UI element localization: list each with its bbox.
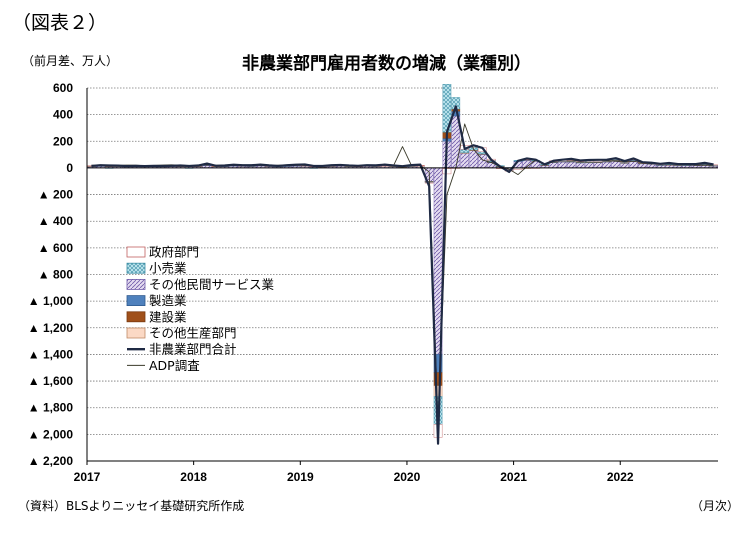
bar-other_services bbox=[602, 161, 612, 169]
bar-other_services bbox=[584, 162, 594, 169]
bar-other_services bbox=[593, 162, 603, 169]
y-tick-label: 400 bbox=[53, 108, 73, 122]
legend-swatch-other_production bbox=[126, 327, 146, 339]
bar-other_services bbox=[638, 163, 647, 169]
bar-other_services bbox=[549, 162, 558, 169]
legend-swatch-other_services bbox=[126, 278, 146, 290]
legend-swatch-manufacturing bbox=[126, 295, 146, 307]
x-tick-label: 2021 bbox=[500, 470, 527, 484]
bar-other_services bbox=[620, 162, 629, 169]
y-tick-label: ▲ 400 bbox=[38, 214, 74, 228]
legend-label-other_production: その他生産部門 bbox=[149, 326, 237, 341]
x-tick-label: 2017 bbox=[74, 470, 101, 484]
axes-layer: 600 400 200 0 ▲ 200 ▲ 400 ▲ 600 ▲ 800 ▲ 1,000 ▲ 1… bbox=[28, 81, 718, 484]
y-tick-label: ▲ 800 bbox=[38, 268, 74, 282]
chart-title: 非農業部門雇用者数の増減（業種別） bbox=[242, 54, 531, 74]
bar-other_services bbox=[575, 162, 585, 169]
legend-label-gov: 政府部門 bbox=[149, 245, 199, 260]
legend-label-manufacturing: 製造業 bbox=[149, 293, 187, 308]
y-tick-label: 600 bbox=[53, 81, 73, 95]
y-tick-label: 200 bbox=[53, 134, 73, 148]
legend-label-total: 非農業部門合計 bbox=[149, 342, 237, 357]
lines-layer bbox=[91, 105, 714, 445]
y-tick-label: 0 bbox=[66, 161, 73, 175]
y-tick-label: ▲ 1,600 bbox=[28, 374, 74, 388]
y-tick-label: ▲ 1,000 bbox=[28, 294, 74, 308]
y-tick-label: ▲ 200 bbox=[38, 188, 74, 202]
gridlines bbox=[87, 87, 718, 462]
y-tick-label: ▲ 2,000 bbox=[28, 427, 74, 441]
legend-label-adp: ADP調査 bbox=[149, 358, 200, 373]
legend-label-other_services: その他民間サービス業 bbox=[149, 277, 275, 292]
bar-other_services bbox=[567, 161, 576, 169]
x-tick-label: 2022 bbox=[607, 470, 634, 484]
bar-other_services bbox=[460, 153, 469, 169]
source-note: （資料）BLSよりニッセイ基礎研究所作成 bbox=[18, 499, 245, 513]
y-tick-label: ▲ 600 bbox=[38, 241, 74, 255]
legend-label-retail: 小売業 bbox=[149, 261, 187, 276]
y-tick-label: ▲ 1,800 bbox=[28, 401, 74, 415]
y-axis-unit: （前月差、万人） bbox=[22, 54, 119, 68]
y-tick-label: ▲ 1,200 bbox=[28, 321, 74, 335]
legend: 政府部門小売業その他民間サービス業製造業建設業その他生産部門非農業部門合計ADP… bbox=[126, 245, 275, 373]
legend-swatch-construction bbox=[126, 311, 146, 323]
x-axis-unit: （月次） bbox=[690, 499, 739, 513]
legend-swatch-retail bbox=[126, 262, 146, 274]
x-tick-label: 2018 bbox=[180, 470, 207, 484]
x-tick-label: 2020 bbox=[394, 470, 421, 484]
y-tick-label: ▲ 1,400 bbox=[28, 347, 74, 361]
x-tick-label: 2019 bbox=[287, 470, 314, 484]
legend-label-construction: 建設業 bbox=[149, 309, 187, 324]
bar-other_services bbox=[558, 161, 567, 169]
line-total bbox=[91, 105, 714, 445]
figure-label: （図表２） bbox=[12, 12, 108, 34]
legend-swatch-gov bbox=[126, 246, 146, 258]
y-tick-label: ▲ 2,200 bbox=[28, 454, 74, 468]
bar-other_services bbox=[647, 163, 656, 169]
